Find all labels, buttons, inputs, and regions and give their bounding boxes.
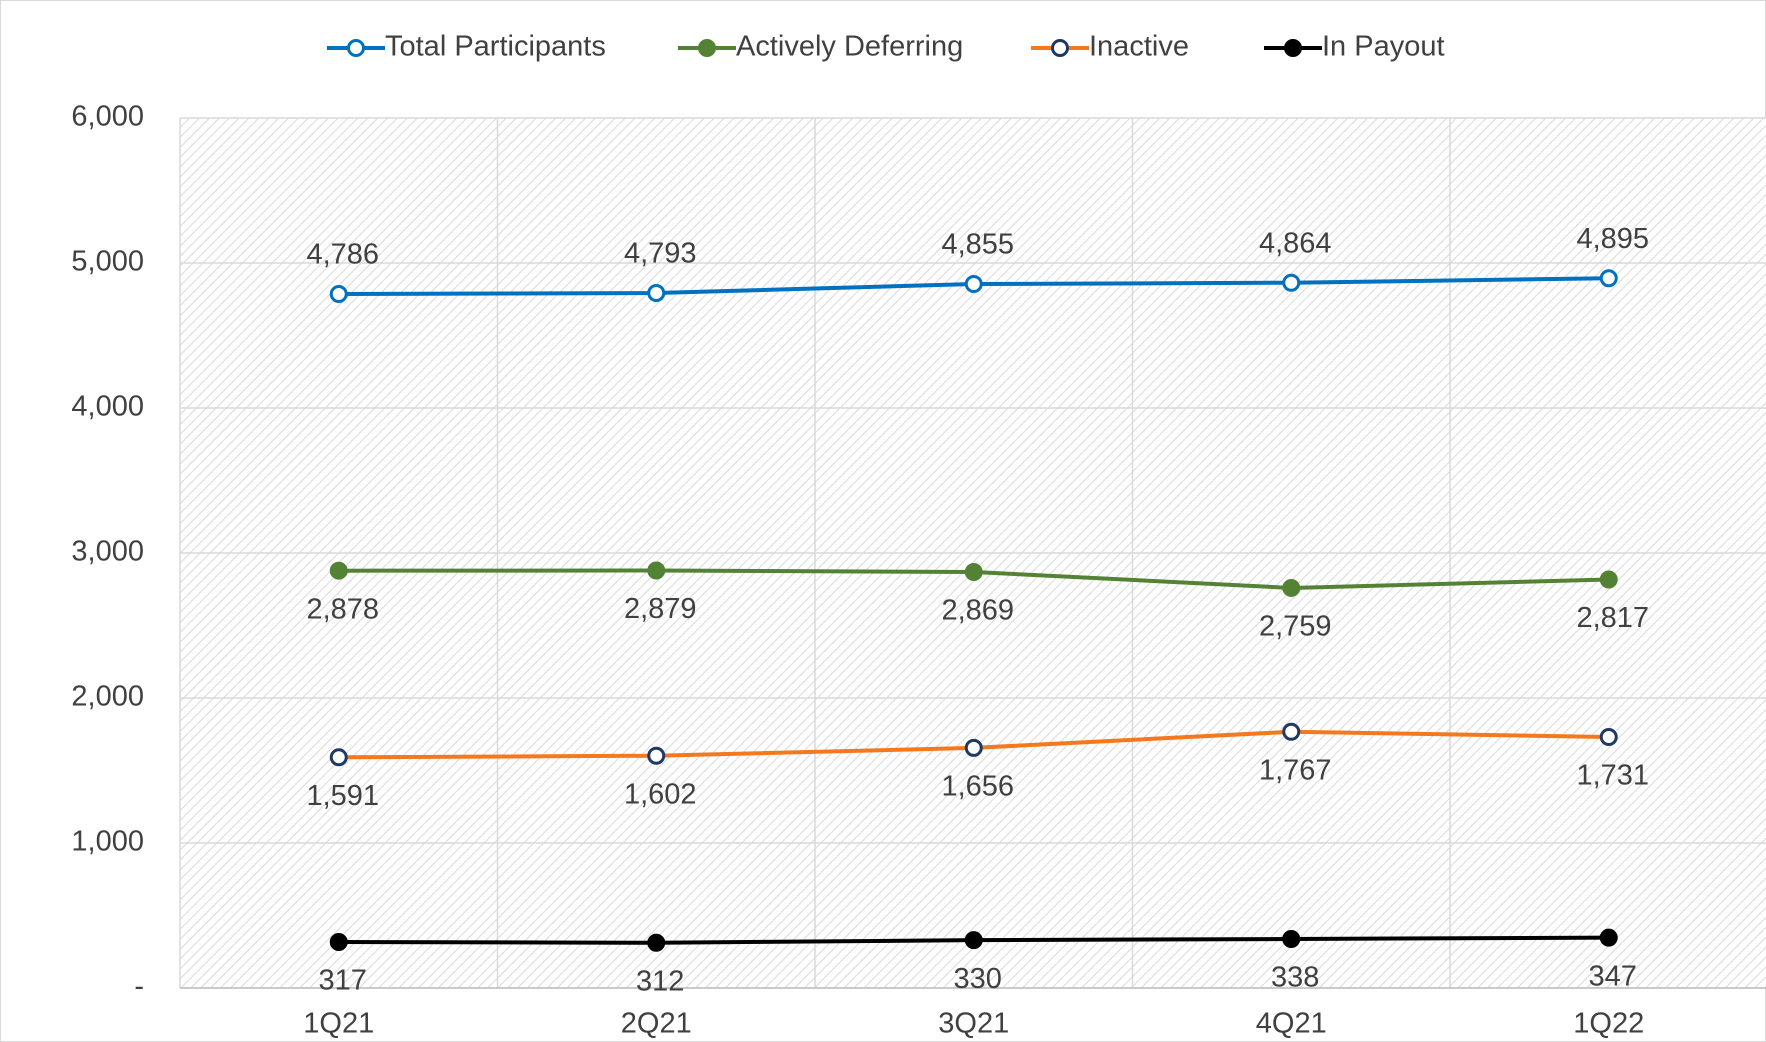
data-point <box>1282 722 1301 741</box>
y-tick-label: 5,000 <box>71 246 144 278</box>
legend-label: Inactive <box>1089 31 1189 63</box>
legend-label: In Payout <box>1322 31 1445 63</box>
y-tick-label: 1,000 <box>71 826 144 858</box>
x-tick-label: 2Q21 <box>621 1008 692 1040</box>
data-label: 2,759 <box>1259 611 1332 643</box>
data-label: 4,895 <box>1576 223 1649 255</box>
data-point <box>1599 928 1618 947</box>
data-label: 2,817 <box>1576 602 1649 634</box>
data-point <box>329 285 348 304</box>
data-label: 2,878 <box>306 593 379 625</box>
data-label: 4,855 <box>941 229 1014 261</box>
data-point <box>1599 570 1618 589</box>
data-point <box>329 561 348 580</box>
y-tick-label: - <box>134 971 144 1003</box>
data-label: 312 <box>636 965 684 997</box>
data-point <box>964 275 983 294</box>
data-point <box>647 284 666 303</box>
data-point <box>964 562 983 581</box>
data-point <box>1282 578 1301 597</box>
y-tick-label: 4,000 <box>71 391 144 423</box>
data-label: 1,731 <box>1576 760 1649 792</box>
data-point <box>647 746 666 765</box>
data-label: 338 <box>1271 962 1319 994</box>
legend-marker <box>347 39 365 57</box>
data-label: 1,656 <box>941 771 1014 803</box>
data-point <box>647 933 666 952</box>
data-point <box>329 748 348 767</box>
y-tick-label: 2,000 <box>71 681 144 713</box>
legend-label: Total Participants <box>385 31 606 63</box>
data-point <box>647 561 666 580</box>
data-label: 1,591 <box>306 780 379 812</box>
x-tick-label: 4Q21 <box>1256 1008 1327 1040</box>
data-point <box>1599 728 1618 747</box>
data-label: 2,879 <box>624 593 697 625</box>
legend-marker <box>1051 39 1069 57</box>
data-point <box>964 738 983 757</box>
data-label: 4,864 <box>1259 227 1332 259</box>
x-tick-label: 1Q21 <box>303 1008 374 1040</box>
data-label: 347 <box>1589 960 1637 992</box>
y-tick-label: 3,000 <box>71 536 144 568</box>
data-point <box>964 931 983 950</box>
legend-marker <box>1284 39 1302 57</box>
data-label: 1,602 <box>624 778 697 810</box>
x-tick-label: 1Q22 <box>1573 1008 1644 1040</box>
data-label: 330 <box>954 963 1002 995</box>
data-label: 4,786 <box>306 239 379 271</box>
data-point <box>1599 269 1618 288</box>
data-point <box>329 933 348 952</box>
y-tick-label: 6,000 <box>71 101 144 133</box>
data-point <box>1282 929 1301 948</box>
data-label: 2,869 <box>941 595 1014 627</box>
data-point <box>1282 273 1301 292</box>
data-label: 1,767 <box>1259 754 1332 786</box>
legend-marker <box>698 39 716 57</box>
data-label: 317 <box>319 965 367 997</box>
x-tick-label: 3Q21 <box>938 1008 1009 1040</box>
data-label: 4,793 <box>624 238 697 270</box>
legend-label: Actively Deferring <box>736 31 963 63</box>
